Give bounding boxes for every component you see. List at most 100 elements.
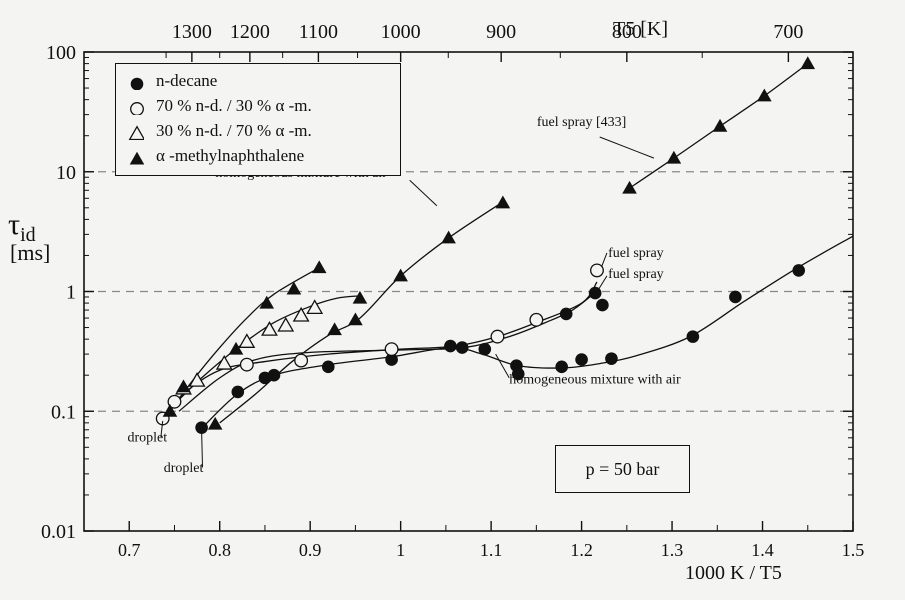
data-point-series-3 [757,88,772,102]
top-tick-label: 1300 [172,21,212,43]
pressure-label-box: p = 50 bar [555,445,690,493]
annotation-leader [599,136,655,159]
data-point-series-0 [511,367,525,381]
legend-item: α -methylnaphthalene [116,145,400,169]
x-tick-label: 1.5 [842,540,865,560]
x-tick-label: 1.3 [661,540,684,560]
fit-curve [162,281,598,419]
x-tick-label: 1.1 [480,540,503,560]
data-point-series-0 [444,339,457,353]
legend-label: n-decane [156,71,218,90]
data-point-series-0 [729,290,742,304]
y-tick-label: 100 [46,42,76,64]
data-point-series-2 [261,321,278,336]
data-point-series-3 [327,322,342,336]
data-point-series-0 [231,385,245,399]
x-tick-label: 0.9 [299,540,322,560]
data-point-series-3 [286,281,302,295]
data-point-series-3 [162,403,178,417]
data-point-series-1 [590,263,604,278]
legend-marker-shape [129,151,144,165]
fit-curve [201,235,854,429]
data-point-series-3 [441,230,456,244]
top-tick-label: 1100 [299,21,338,43]
data-point-series-0 [588,286,602,300]
legend-label: 30 % n-d. / 70 % α -m. [156,121,312,140]
annotation-fuel-spray-2: fuel spray [608,267,664,282]
fit-curve [169,295,361,410]
data-point-series-3 [495,195,511,209]
data-point-series-0 [195,421,208,434]
data-point-series-1 [384,342,399,357]
data-point-series-0 [455,341,469,354]
top-tick-label: 1200 [230,21,270,43]
data-point-series-2 [277,316,295,332]
legend-item: 30 % n-d. / 70 % α -m. [116,120,400,144]
annotation-fuel-spray-433: fuel spray [433] [537,115,626,130]
annotation-leader [409,179,438,207]
data-point-series-0 [555,360,568,374]
data-point-series-0 [559,307,573,321]
annotation-leader [160,420,164,438]
y-tick-label: 0.1 [51,401,76,423]
data-point-series-1 [529,312,544,327]
data-point-series-1 [294,353,309,368]
top-tick-label: 700 [773,21,803,43]
data-point-series-3 [228,341,244,355]
data-point-series-3 [622,180,637,194]
data-point-series-3 [393,268,408,282]
data-point-series-2 [292,306,310,322]
data-point-series-3 [800,56,816,70]
data-point-series-2 [238,333,256,348]
fit-curve [219,201,504,424]
legend-marker-shape [130,77,144,90]
data-point-series-3 [311,260,327,274]
data-point-series-1 [167,394,182,409]
data-point-series-1 [490,329,505,344]
fit-curve [169,267,320,412]
legend-label: α -methylnaphthalene [156,146,305,165]
y-axis-subscript: id [20,224,36,246]
y-axis-title: τid [8,210,36,250]
data-point-series-2 [188,372,206,387]
annotation-leader [495,353,510,379]
annotation-fuel-spray-1: fuel spray [608,246,664,261]
data-point-series-2 [306,299,324,314]
data-point-series-1 [239,357,254,372]
x-tick-label: 0.8 [208,540,231,560]
legend-item: 70 % n-d. / 30 % α -m. [116,95,400,119]
data-point-series-0 [575,353,588,366]
data-point-series-3 [259,295,275,309]
y-tick-label: 1 [66,282,76,304]
x-tick-label: 1.2 [570,540,593,560]
legend-label: 70 % n-d. / 30 % α -m. [156,96,312,115]
annotation-leader [601,252,608,268]
data-point-series-0 [267,368,281,382]
top-axis-title: T5 [K] [613,18,668,40]
fit-curve [178,292,596,412]
x-tick-label: 1 [396,540,405,560]
data-point-series-0 [596,298,609,312]
legend-marker [129,151,144,165]
pressure-label: p = 50 bar [585,458,660,479]
data-point-series-3 [348,312,363,326]
top-tick-label: 900 [486,21,516,43]
legend-marker-shape [128,125,144,140]
legend-marker [130,77,144,90]
annotation-leader [201,431,204,468]
y-tick-label: 0.01 [41,521,76,543]
data-point-series-3 [712,118,728,132]
annotation-leader [598,275,608,290]
data-point-series-3 [352,290,368,304]
y-axis-symbol: τ [8,208,21,241]
data-point-series-2 [215,354,233,370]
legend-marker-shape [130,102,144,115]
legend: n-decane 70 % n-d. / 30 % α -m. 30 % n-d. … [115,63,401,176]
data-point-series-3 [666,150,682,164]
legend-item: n-decane [116,70,400,94]
data-point-series-0 [605,352,618,365]
x-tick-label: 1.4 [751,540,774,560]
data-point-series-0 [478,342,492,356]
y-tick-label: 10 [56,162,76,184]
annotation-homogeneous-decane: homogeneous mixture with air [509,373,681,388]
